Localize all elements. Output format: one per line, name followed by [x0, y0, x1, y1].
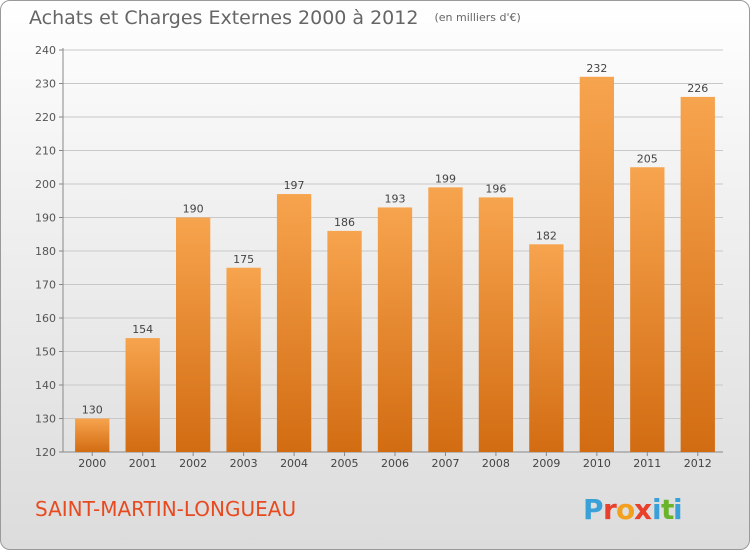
logo-letter: P: [583, 493, 604, 526]
logo-letter: i: [673, 493, 683, 526]
x-tick-label: 2005: [331, 457, 359, 470]
x-tick-label: 2007: [431, 457, 459, 470]
chart-title-block: Achats et Charges Externes 2000 à 2012 (…: [29, 7, 521, 29]
y-tick-label: 200: [35, 178, 56, 191]
axes: 120 130 140 150 160 170 180 190 200 210 220 230 240: [35, 44, 723, 459]
x-tick-label: 2008: [482, 457, 510, 470]
labels: 130 2000 154 2001 190 2002 175 2003 197 2004 186 20…: [78, 62, 712, 470]
x-tick-label: 2011: [633, 457, 661, 470]
chart-unit: (en milliers d'€): [434, 11, 521, 24]
bar: [125, 338, 160, 452]
y-tick-label: 210: [35, 145, 56, 158]
logo-letter: x: [634, 493, 652, 526]
bar: [529, 244, 564, 452]
bar-value-label: 182: [536, 229, 557, 242]
y-tick-label: 230: [35, 78, 56, 91]
y-tick-label: 170: [35, 279, 56, 292]
x-tick-label: 2000: [78, 457, 106, 470]
bar-value-label: 130: [82, 404, 103, 417]
x-tick-label: 2003: [230, 457, 258, 470]
bar-value-label: 175: [233, 253, 254, 266]
bar-value-label: 199: [435, 172, 456, 185]
x-tick-label: 2006: [381, 457, 409, 470]
bar: [428, 187, 463, 452]
bar-value-label: 190: [183, 203, 204, 216]
logo-letter: o: [616, 493, 635, 526]
x-tick-label: 2010: [583, 457, 611, 470]
bar-value-label: 196: [485, 182, 506, 195]
x-tick-label: 2002: [179, 457, 207, 470]
bar-value-label: 186: [334, 216, 355, 229]
bar: [276, 194, 312, 453]
y-tick-label: 180: [35, 245, 56, 258]
bar-value-label: 197: [284, 179, 305, 192]
bar: [226, 267, 261, 452]
bar: [630, 167, 665, 452]
y-tick-label: 220: [35, 111, 56, 124]
bar-value-label: 205: [637, 152, 658, 165]
logo-letter: t: [661, 493, 674, 526]
bar: [175, 217, 211, 452]
bar: [75, 418, 110, 452]
x-tick-label: 2012: [684, 457, 712, 470]
y-tick-label: 160: [35, 312, 56, 325]
y-tick-label: 240: [35, 44, 56, 57]
bars: [75, 76, 715, 453]
bar-value-label: 193: [385, 192, 406, 205]
commune-name: SAINT-MARTIN-LONGUEAU: [35, 497, 297, 521]
y-tick-label: 120: [35, 446, 56, 459]
bar: [377, 207, 413, 452]
logo-letter: i: [652, 493, 662, 526]
logo-letter: r: [603, 493, 617, 526]
y-tick-label: 190: [35, 212, 56, 225]
bar: [680, 96, 715, 453]
y-tick-label: 130: [35, 413, 56, 426]
y-tick-label: 140: [35, 379, 56, 392]
bar: [327, 230, 362, 452]
x-tick-label: 2001: [129, 457, 157, 470]
x-tick-label: 2009: [532, 457, 560, 470]
chart-title: Achats et Charges Externes 2000 à 2012: [29, 7, 419, 29]
bar-value-label: 232: [586, 62, 607, 75]
x-tick-label: 2004: [280, 457, 308, 470]
bar: [478, 197, 514, 452]
bar: [579, 76, 615, 453]
bar-value-label: 226: [687, 82, 708, 95]
y-tick-label: 150: [35, 346, 56, 359]
bar-value-label: 154: [132, 323, 153, 336]
